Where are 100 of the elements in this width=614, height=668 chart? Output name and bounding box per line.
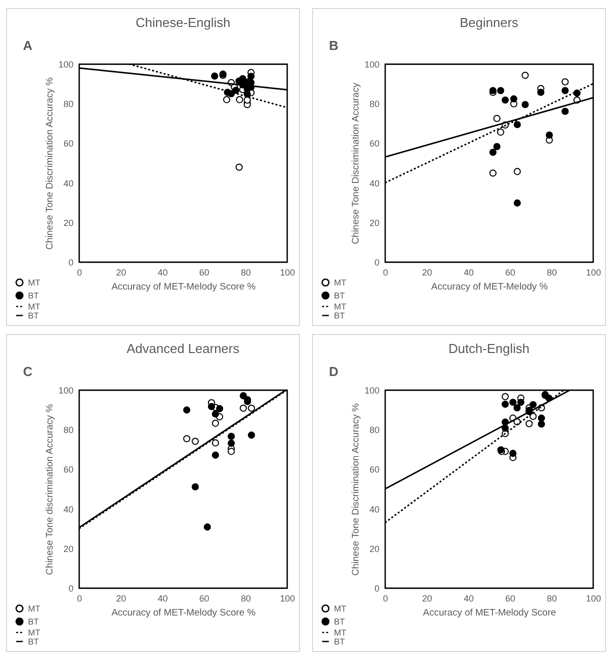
- x-tick-label: 0: [382, 594, 388, 604]
- x-tick-label: 100: [586, 594, 602, 604]
- x-axis-title: Accuracy of MET-Melody %: [431, 282, 548, 292]
- legend-label: BT: [28, 636, 39, 646]
- y-tick-label: 40: [369, 504, 380, 514]
- legend-label: MT: [28, 628, 40, 638]
- point: [526, 420, 533, 428]
- point: [244, 90, 251, 98]
- y-axis-title: Chinese Tone Discrimination Accuracy %: [44, 76, 56, 250]
- x-tick-label: 100: [280, 594, 296, 604]
- y-tick-label: 0: [374, 584, 380, 594]
- point: [502, 96, 509, 104]
- point: [212, 410, 220, 418]
- legend-label: BT: [334, 290, 345, 300]
- point: [517, 398, 524, 406]
- point: [236, 96, 244, 104]
- chart-title: Advanced Learners: [126, 341, 240, 356]
- x-tick-label: 80: [240, 268, 251, 278]
- point: [530, 401, 537, 408]
- point: [497, 86, 504, 94]
- y-tick-label: 80: [63, 99, 74, 110]
- point: [493, 114, 500, 122]
- y-tick-label: 80: [63, 425, 74, 436]
- point: [522, 101, 529, 108]
- y-tick-label: 60: [63, 138, 74, 149]
- x-tick-label: 40: [158, 594, 168, 604]
- text: D: [329, 364, 338, 379]
- point: [240, 404, 247, 412]
- point: [183, 406, 190, 414]
- text: B: [329, 38, 338, 53]
- y-tick-label: 20: [63, 544, 74, 554]
- point: [514, 199, 521, 207]
- x-tick-label: 60: [505, 268, 516, 278]
- chart-title: Beginners: [460, 15, 519, 30]
- y-tick-label: 20: [369, 218, 380, 228]
- legend-label: MT: [28, 278, 40, 288]
- y-tick-label: 20: [369, 544, 380, 554]
- point: [223, 96, 230, 104]
- legend-label: BT: [28, 310, 39, 320]
- y-tick-label: 60: [369, 464, 380, 475]
- y-tick-label: 60: [63, 464, 74, 475]
- x-axis-title: Accuracy of MET-Melody Score %: [111, 608, 256, 618]
- point: [538, 414, 545, 422]
- legend-label: MT: [334, 278, 346, 288]
- y-tick-label: 100: [58, 60, 74, 70]
- y-tick-label: 0: [68, 258, 74, 268]
- y-tick-label: 40: [63, 178, 74, 188]
- point: [489, 170, 497, 177]
- x-tick-label: 80: [546, 268, 557, 278]
- point: [546, 132, 553, 139]
- x-tick-label: 20: [116, 594, 126, 604]
- legend-label: BT: [334, 616, 345, 626]
- point: [248, 404, 256, 412]
- point: [228, 432, 235, 440]
- x-tick-label: 20: [116, 268, 126, 278]
- point: [208, 403, 216, 410]
- y-tick-label: 40: [369, 178, 380, 188]
- point: [522, 72, 529, 79]
- point: [228, 448, 235, 455]
- point: [192, 483, 199, 490]
- x-tick-label: 20: [422, 594, 432, 604]
- x-tick-label: 60: [505, 594, 516, 604]
- x-tick-label: 60: [199, 268, 210, 278]
- legend-label: BT: [334, 636, 345, 646]
- chart-title: Chinese-English: [136, 15, 230, 30]
- y-axis-title: Chinese Tone Discrimination Accuracy %: [350, 402, 362, 576]
- point: [502, 400, 509, 408]
- y-tick-label: 0: [374, 258, 380, 268]
- text: C: [23, 364, 33, 379]
- x-tick-label: 80: [240, 594, 251, 604]
- point: [183, 435, 190, 442]
- legend-label: MT: [28, 604, 40, 614]
- point: [502, 392, 509, 400]
- x-tick-label: 0: [76, 594, 82, 604]
- point: [493, 142, 500, 150]
- point: [212, 452, 220, 459]
- point: [538, 420, 545, 428]
- x-tick-label: 40: [464, 594, 474, 604]
- point: [562, 108, 569, 115]
- x-tick-label: 80: [546, 594, 557, 604]
- point: [562, 78, 569, 86]
- point: [514, 121, 521, 128]
- x-tick-label: 40: [158, 268, 168, 278]
- point: [514, 404, 521, 412]
- point: [514, 168, 521, 176]
- y-tick-label: 40: [63, 504, 74, 514]
- point: [244, 96, 251, 104]
- point: [530, 412, 537, 420]
- point: [236, 164, 243, 171]
- x-tick-label: 0: [382, 268, 388, 278]
- text: A: [23, 38, 33, 53]
- x-tick-label: 40: [464, 268, 474, 278]
- y-axis-title: Chinese Tone discrimination Accuracy %: [44, 404, 56, 575]
- legend-label: BT: [28, 290, 39, 300]
- point: [247, 72, 255, 80]
- point: [192, 438, 199, 445]
- y-axis-title: Chinese Tone Discrimination Accuracy: [350, 82, 362, 244]
- y-tick-label: 0: [68, 584, 74, 594]
- x-axis-title: Accuracy of MET-Melody Score: [422, 608, 556, 618]
- x-tick-label: 100: [586, 268, 602, 278]
